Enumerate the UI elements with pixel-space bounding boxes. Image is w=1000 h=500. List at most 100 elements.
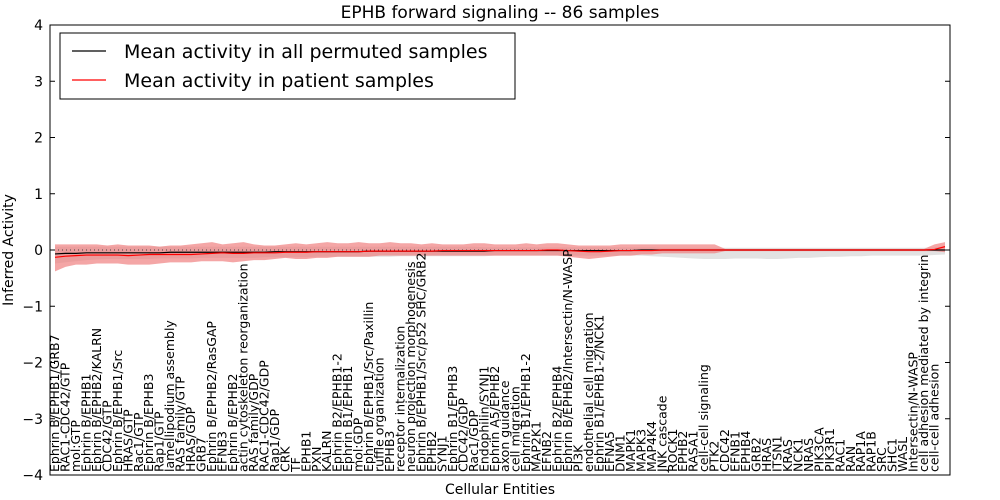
x-tick-label: PIK3R1 bbox=[822, 428, 837, 472]
x-tick-label: CDC42/GTP bbox=[99, 400, 114, 472]
x-tick-label: HRAS/GDP bbox=[183, 406, 198, 472]
y-tick-label: 4 bbox=[34, 18, 43, 34]
x-tick-label: Ephrin A5/EPHB2 bbox=[487, 366, 502, 472]
x-tick-label: neuron projection morphogenesis bbox=[403, 261, 418, 472]
x-tick-label: EPHB2 bbox=[424, 431, 439, 472]
x-tick-label: Ephrin B/EPHB1/Src/Paxillin bbox=[361, 302, 376, 472]
x-tick-label: CDC42/GDP bbox=[455, 397, 470, 472]
legend: Mean activity in all permuted samples Me… bbox=[59, 32, 516, 100]
x-tick-label: Ephrin B/EPHB3 bbox=[141, 374, 156, 472]
line-patient bbox=[54, 246, 946, 258]
x-tick-label: RAN bbox=[843, 446, 858, 472]
y-tick-label: −3 bbox=[22, 412, 43, 428]
legend-label-permuted: Mean activity in all permuted samples bbox=[124, 41, 487, 63]
x-tick-label: GRB7 bbox=[194, 437, 209, 472]
x-tick-label: ITSN1 bbox=[769, 435, 784, 472]
x-tick-label: PI3K bbox=[571, 444, 586, 472]
y-tick-label: −1 bbox=[22, 299, 43, 315]
x-tick-label: endothelial cell migration bbox=[581, 312, 596, 472]
x-tick-label: Rap1/GTP bbox=[152, 411, 167, 472]
x-tick-label: EFNB1 bbox=[728, 431, 743, 472]
x-tick-label: Ephrin B/EPHB1/Src/p52 SHC/GRB2 bbox=[413, 252, 428, 472]
x-tick-label: RAC1 bbox=[832, 439, 847, 472]
x-tick-label: HRAS/GTP bbox=[120, 409, 135, 472]
x-tick-label: PTK2 bbox=[707, 441, 722, 472]
x-tick-label: RAS family/GDP bbox=[246, 373, 261, 472]
x-tick-label: KRAS bbox=[780, 439, 795, 472]
x-tick-label: EFNB3 bbox=[215, 431, 230, 472]
x-tick-label: DNM1 bbox=[612, 434, 627, 472]
x-tick-label: NCK1 bbox=[790, 438, 805, 472]
y-tick-label: 0 bbox=[34, 243, 43, 259]
x-tick-label: Ephrin B2/EPHB4 bbox=[550, 366, 565, 472]
x-tick-label: RAS family/GTP bbox=[173, 376, 188, 472]
x-tick-label: TF bbox=[288, 457, 303, 473]
x-tick-label: SRC bbox=[874, 447, 889, 472]
x-tick-label: Ephrin B2/EPHB1-2 bbox=[330, 353, 345, 472]
x-tick-label: RAC1-CDC42/GDP bbox=[256, 360, 271, 472]
x-tick-label: WASL bbox=[895, 437, 910, 472]
x-tick-label: EPHB3 bbox=[382, 431, 397, 472]
x-tick-label: lamellipodium assembly bbox=[162, 320, 177, 472]
chart-title: EPHB forward signaling -- 86 samples bbox=[341, 3, 660, 23]
x-tick-label: Rac1/GTP bbox=[131, 412, 146, 472]
x-tick-label: PIK3CA bbox=[811, 427, 826, 472]
x-tick-label: mol:GDP bbox=[351, 417, 366, 472]
y-tick-label: 2 bbox=[34, 131, 43, 147]
x-tick-label: RAP1B bbox=[864, 431, 879, 472]
y-tick-label: −2 bbox=[22, 356, 43, 372]
x-tick-label: JNK cascade bbox=[654, 395, 669, 473]
x-axis-label: Cellular Entities bbox=[445, 482, 555, 498]
x-tick-label: Endophilin/SYNJ1 bbox=[476, 366, 491, 472]
x-tick-labels: Ephrin B/EPHB1/GRB7RAC1-CDC42/GTPmol:GTP… bbox=[47, 249, 942, 473]
x-tick-label: MAP4K4 bbox=[644, 421, 659, 472]
x-tick-label: mol:GTP bbox=[68, 420, 83, 472]
x-tick-label: RAP1A bbox=[853, 431, 868, 472]
x-tick-label: cell-cell adhesion bbox=[927, 364, 942, 472]
x-tick-label: Ephrin B/EPHB1/GRB7 bbox=[47, 334, 62, 472]
x-tick-label: Ephrin B/EPHB2/KALRN bbox=[89, 328, 104, 472]
x-tick-label: Ephrin B/EPHB1/Src bbox=[110, 350, 125, 472]
plot-frame bbox=[49, 24, 951, 476]
x-tick-label: RASA1 bbox=[686, 431, 701, 472]
x-tick-label: Rac1/GDP bbox=[466, 410, 481, 472]
x-tick-label: ruffle organization bbox=[372, 357, 387, 472]
x-tick-label: EPHB2 bbox=[675, 431, 690, 472]
x-tick-label: Ephrin B1/EPHB1-2 bbox=[518, 353, 533, 472]
y-tick-label: −4 bbox=[22, 468, 43, 484]
y-axis-label: Inferred Activity bbox=[1, 194, 17, 306]
x-tick-label: CRK bbox=[277, 446, 292, 472]
x-tick-label: SYNJ1 bbox=[434, 435, 449, 472]
x-tick-label: Ephrin B1/EPHB1 bbox=[340, 366, 355, 472]
x-tick-label: MAP2K1 bbox=[529, 421, 544, 472]
x-tick-label: Ephrin B/EPHB1 bbox=[78, 374, 93, 472]
x-tick-label: EFNB2 bbox=[539, 431, 554, 472]
x-tick-label: Intersectin/N-WASP bbox=[906, 352, 921, 472]
x-tick-label: SHC1 bbox=[885, 438, 900, 472]
x-tick-label: Ephrin B/EPHB2 bbox=[225, 374, 240, 472]
x-tick-label: PXN bbox=[309, 447, 324, 472]
x-tick-label: actin cytoskeleton reorganization bbox=[235, 263, 250, 472]
x-tick-label: Ephrin B/EPHB2/RasGAP bbox=[204, 321, 219, 472]
y-tick-label: 3 bbox=[34, 74, 43, 90]
x-tick-label: RAC1-CDC42/GTP bbox=[57, 362, 72, 472]
x-tick-label: MAPK3 bbox=[633, 429, 648, 472]
y-tick-label: 1 bbox=[34, 187, 43, 203]
series-lines bbox=[54, 246, 946, 258]
x-tick-label: MAPK1 bbox=[623, 429, 638, 472]
x-tick-label: cell migration bbox=[508, 386, 523, 472]
x-tick-label: cell-cell signaling bbox=[696, 364, 711, 472]
x-tick-label: CDC42 bbox=[717, 429, 732, 472]
x-tick-label: cell adhesion mediated by integrin bbox=[916, 255, 931, 472]
x-tick-label: Ephrin B/EPHB2/Intersectin/N-WASP bbox=[560, 249, 575, 472]
x-tick-label: GRB2 bbox=[749, 437, 764, 472]
x-tick-label: EFNA5 bbox=[602, 431, 617, 472]
x-tick-label: Ephrin B1/EPHB3 bbox=[445, 366, 460, 472]
x-tick-label: KALRN bbox=[319, 430, 334, 472]
x-tick-label: ROCK1 bbox=[665, 429, 680, 472]
x-tick-label: receptor internalization bbox=[393, 326, 408, 472]
x-tick-label: HRAS bbox=[759, 438, 774, 472]
x-tick-label: Ephrin B1/EPHB1-2/NCK1 bbox=[591, 315, 606, 472]
x-tick-label: NRAS bbox=[801, 438, 816, 472]
